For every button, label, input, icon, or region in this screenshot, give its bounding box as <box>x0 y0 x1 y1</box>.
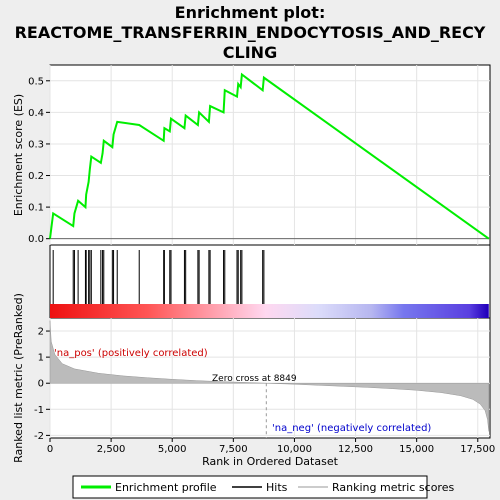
legend-label-hits: Hits <box>266 481 288 494</box>
chart-title-line-3: CLING <box>223 43 277 62</box>
x-tick-label: 2,500 <box>97 444 126 455</box>
enrichment-profile-line <box>49 72 490 240</box>
chart-title-line-1: Enrichment plot: <box>175 3 326 22</box>
rank-heatmap-bar <box>50 304 489 318</box>
x-tick-label: 0 <box>47 444 53 455</box>
legend-label-enrichment: Enrichment profile <box>115 481 217 494</box>
x-tick-label: 10,000 <box>277 444 312 455</box>
chart-title-line-2: REACTOME_TRANSFERRIN_ENDOCYTOSIS_AND_REC… <box>15 23 486 42</box>
metric-y-tick-label: -2 <box>34 431 44 442</box>
metric-y-tick-label: 1 <box>38 353 44 364</box>
metric-y-tick-label: -1 <box>34 405 44 416</box>
ranking-metric-area <box>49 320 490 432</box>
es-y-tick-label: 0.1 <box>28 203 44 214</box>
x-tick-label: 5,000 <box>158 444 187 455</box>
zero-cross-annotation: Zero cross at 8849 <box>212 374 297 384</box>
legend: Enrichment profile Hits Ranking metric s… <box>72 475 454 499</box>
metric-y-axis: -2 -1 0 1 2 <box>34 327 50 442</box>
x-tick-label: 12,500 <box>338 444 373 455</box>
na-neg-annotation: 'na_neg' (negatively correlated) <box>272 423 431 434</box>
legend-label-metric: Ranking metric scores <box>332 481 454 494</box>
x-axis: 0 2,500 5,000 7,500 10,000 12,500 15,000 17,500 <box>47 438 495 455</box>
es-y-axis: 0.0 0.1 0.2 0.3 0.4 0.5 <box>28 76 50 245</box>
es-y-tick-label: 0.5 <box>28 76 44 87</box>
es-y-tick-label: 0.3 <box>28 139 44 150</box>
es-y-tick-label: 0.2 <box>28 171 44 182</box>
es-panel <box>49 64 491 246</box>
es-y-tick-label: 0.0 <box>28 234 44 245</box>
x-axis-label: Rank in Ordered Dataset <box>202 455 339 468</box>
metric-y-tick-label: 0 <box>38 379 44 390</box>
x-tick-label: 17,500 <box>460 444 495 455</box>
hit-lines <box>52 250 265 304</box>
x-tick-label: 7,500 <box>219 444 248 455</box>
es-y-tick-label: 0.4 <box>28 108 44 119</box>
metric-y-tick-label: 2 <box>38 327 44 338</box>
es-y-axis-label: Enrichment score (ES) <box>12 94 25 216</box>
x-tick-label: 15,000 <box>399 444 434 455</box>
metric-y-axis-label: Ranked list metric (PreRanked) <box>12 293 25 463</box>
na-pos-annotation: 'na_pos' (positively correlated) <box>54 348 208 359</box>
